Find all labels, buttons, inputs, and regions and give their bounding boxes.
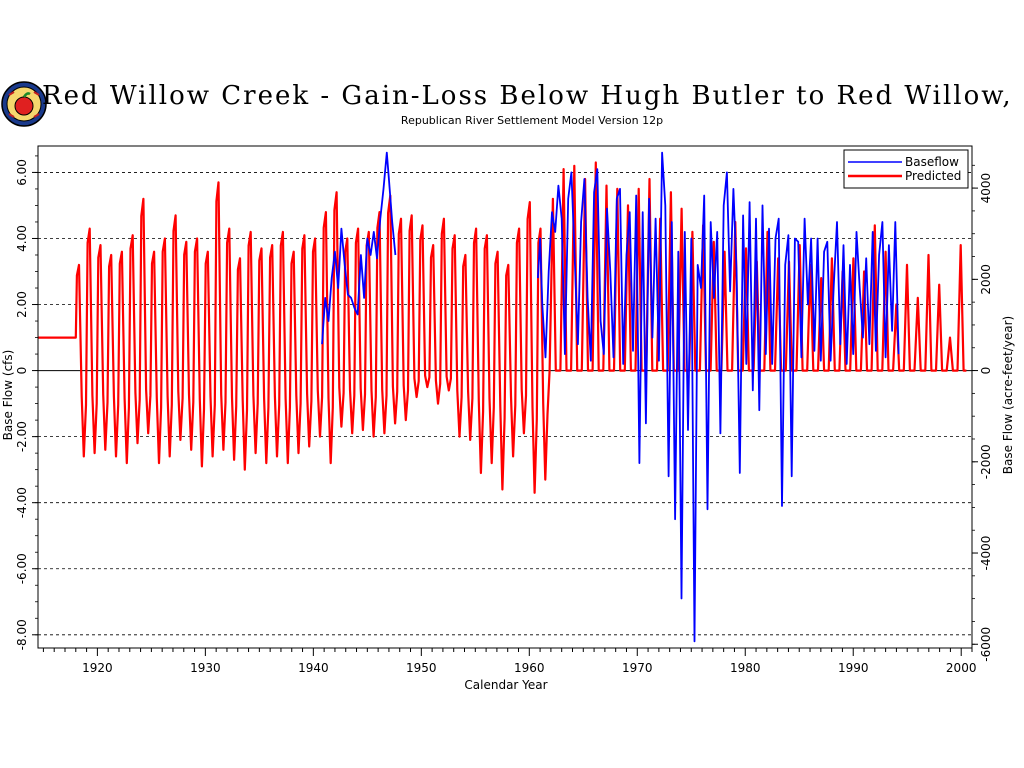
apple-logo-icon <box>1 81 47 127</box>
x-tick-label: 1950 <box>406 661 437 675</box>
legend: Baseflow Predicted <box>843 149 969 189</box>
series-line-baseflow-0 <box>321 151 397 345</box>
chart-title: Red Willow Creek - Gain-Loss Below Hugh … <box>42 81 1024 111</box>
series-line-predicted <box>38 161 967 494</box>
x-tick-label: 1940 <box>298 661 329 675</box>
x-tick-label: 1970 <box>622 661 653 675</box>
y-tick-label: 0 <box>15 367 29 375</box>
legend-label-baseflow: Baseflow <box>905 155 959 169</box>
x-tick-label: 2000 <box>946 661 977 675</box>
y2-tick-label: -6000 <box>979 627 993 662</box>
y2-tick-label: 4000 <box>979 173 993 204</box>
y-tick-label: -2.00 <box>15 421 29 452</box>
y-tick-label: 2.00 <box>15 291 29 318</box>
x-tick-label: 1920 <box>82 661 113 675</box>
y2-tick-label: -2000 <box>979 444 993 479</box>
x-tick-label: 1980 <box>730 661 761 675</box>
plot-frame <box>37 145 973 649</box>
y-tick-label: -4.00 <box>15 487 29 518</box>
y-tick-label: 6.00 <box>15 159 29 186</box>
series-line-baseflow-1 <box>537 151 900 643</box>
x-tick-label: 1960 <box>514 661 545 675</box>
x-axis-label: Calendar Year <box>464 678 547 692</box>
chart-subtitle: Republican River Settlement Model Versio… <box>401 114 663 127</box>
y-axis-label: Base Flow (cfs) <box>1 350 15 441</box>
plot-area <box>38 151 972 643</box>
y-tick-label: -6.00 <box>15 553 29 584</box>
x-tick-label: 1930 <box>190 661 221 675</box>
y-tick-label: 4.00 <box>15 225 29 252</box>
y2-tick-label: 2000 <box>979 264 993 295</box>
x-tick-label: 1990 <box>838 661 869 675</box>
axes: 1920 1930 1940 1950 1960 1970 1980 1990 2000 6.00… <box>15 145 993 675</box>
y-tick-label: -8.00 <box>15 619 29 650</box>
legend-box <box>843 149 969 189</box>
y2-tick-label: -4000 <box>979 536 993 571</box>
y2-tick-label: 0 <box>979 367 993 375</box>
legend-label-predicted: Predicted <box>905 169 961 183</box>
y2-axis-label: Base Flow (acre-feet/year) <box>1001 316 1015 474</box>
